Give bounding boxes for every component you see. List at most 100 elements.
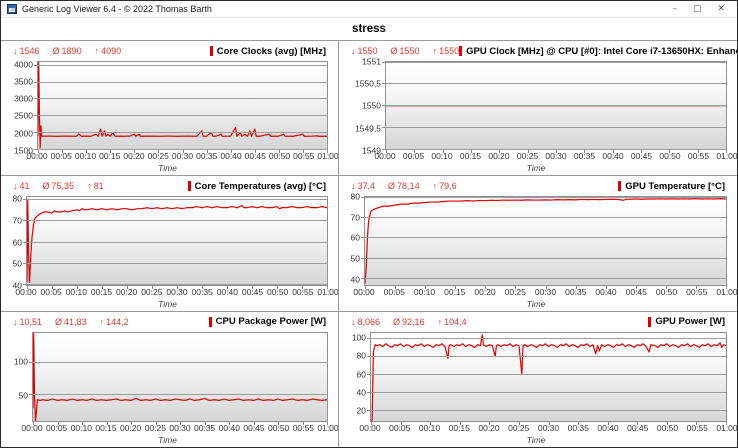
x-tick-mark (155, 420, 157, 425)
x-tick-mark (371, 420, 372, 425)
max-stat: ↑ 81 (87, 181, 104, 192)
x-tick-label: 00:25 (504, 286, 526, 297)
x-tick-label: 00:50 (659, 151, 681, 162)
x-tick-mark (726, 149, 727, 154)
x-tick-mark (327, 149, 328, 154)
gridline (386, 127, 726, 128)
title-bar[interactable]: Generic Log Viewer 6.4 - © 2022 Thomas B… (1, 1, 737, 18)
x-axis-title: Time (158, 434, 177, 445)
max-arrow-icon: ↑ (99, 316, 105, 327)
x-tick-mark (277, 284, 278, 289)
min-arrow-icon: ↓ (351, 46, 356, 56)
max-arrow-icon: ↑ (432, 181, 438, 192)
y-tick-mark (367, 355, 371, 357)
x-tick-mark (33, 420, 34, 425)
x-tick-label: 00:55 (686, 422, 708, 433)
x-tick-mark (127, 284, 128, 289)
y-tick-label: 2500 (14, 110, 33, 121)
series-line (27, 197, 327, 284)
minimize-button[interactable]: – (672, 4, 677, 14)
max-stat: ↑ 144,2 (99, 316, 129, 327)
close-button[interactable]: ✕ (717, 4, 725, 14)
window-controls: – □ ✕ (672, 4, 733, 14)
x-tick-label: 00:20 (474, 286, 496, 297)
y-axis-labels: 20 40 60 80 100 (345, 332, 370, 422)
x-tick-mark (442, 149, 444, 154)
x-tick-label: 00:55 (293, 151, 315, 162)
min-arrow-icon: ↓ (13, 316, 18, 327)
x-tick-mark (202, 284, 203, 289)
y-tick-label: 1500 (14, 145, 33, 156)
page-title: stress (352, 23, 386, 35)
stats-row: ↓ 10,51 Ø 41,83 ↑ 144,2 (13, 317, 129, 327)
gridline (371, 409, 726, 411)
x-tick-label: 00:05 (402, 151, 425, 162)
plot-area[interactable] (361, 196, 727, 289)
x-tick-label: 00:30 (171, 151, 194, 162)
x-tick-mark (556, 149, 557, 154)
y-tick-label: 80 (12, 193, 22, 204)
x-tick-label: 00:40 (602, 151, 624, 162)
y-axis-labels: 50 100 (7, 332, 32, 422)
panel-title-group: Core Temperatures (avg) [°C] (187, 181, 326, 192)
y-tick-mark (367, 391, 371, 393)
x-tick-mark (695, 284, 697, 289)
x-tick-label: 00:45 (244, 151, 266, 162)
min-arrow-icon: ↓ (13, 46, 18, 56)
x-axis-title: Time (526, 163, 546, 174)
gridline (38, 98, 327, 100)
x-tick-label: 00:55 (686, 286, 708, 297)
y-tick-label: 60 (12, 236, 22, 247)
y-tick-label: 2000 (14, 127, 33, 138)
maximize-button[interactable]: □ (692, 4, 702, 14)
x-tick-mark (62, 149, 64, 154)
y-tick-label: 60 (350, 232, 360, 243)
min-stat: ↓ 1550 (351, 46, 378, 56)
x-tick-mark (515, 284, 517, 289)
x-tick-label: 00:50 (267, 286, 289, 297)
x-tick-label: 00:00 (21, 422, 43, 433)
x-tick-mark (499, 149, 501, 154)
x-tick-label: 00:25 (516, 151, 539, 162)
plot-area[interactable] (382, 61, 727, 154)
x-tick-label: 00:30 (169, 422, 191, 433)
y-tick-mark (382, 127, 386, 128)
x-tick-label: 00:00 (374, 151, 396, 162)
x-tick-label: 00:35 (573, 151, 596, 162)
x-tick-mark (230, 149, 232, 154)
y-tick-label: 3500 (14, 76, 33, 87)
x-tick-label: 00:05 (46, 422, 68, 433)
series-line (38, 62, 327, 149)
y-tick-label: 70 (12, 215, 22, 226)
max-stat: ↑ 4090 (94, 46, 122, 56)
plot-area[interactable] (34, 61, 328, 154)
y-tick-mark (367, 409, 371, 411)
x-tick-label: 00:15 (95, 422, 117, 433)
x-tick-label: 00:10 (418, 422, 441, 433)
gridline (365, 196, 726, 198)
x-tick-label: 00:10 (65, 286, 87, 297)
plot-area[interactable] (367, 331, 727, 425)
x-tick-mark (726, 284, 727, 289)
panel-title: CPU Package Power [W] (215, 316, 326, 328)
x-tick-label: 01:00 (317, 422, 339, 433)
x-tick-label: 00:40 (216, 286, 238, 297)
x-tick-label: 00:20 (120, 422, 142, 433)
charts-grid: ↓ 1546 Ø 1890 ↑ 4090 Core Clocks (avg) [MHz… (1, 40, 737, 447)
plot-area[interactable] (23, 196, 328, 289)
avg-stat: Ø 1890 (52, 46, 82, 56)
max-arrow-icon: ↑ (437, 316, 443, 327)
x-tick-mark (82, 420, 83, 425)
y-tick-mark (34, 115, 38, 117)
y-tick-label: 50 (18, 389, 28, 400)
max-arrow-icon: ↑ (94, 46, 100, 56)
x-tick-label: 00:35 (196, 151, 218, 162)
x-tick-mark (204, 420, 206, 425)
x-tick-mark (302, 284, 303, 289)
plot-area[interactable] (29, 331, 328, 425)
gridline (365, 217, 726, 219)
x-tick-mark (635, 284, 637, 289)
stats-row: ↓ 1550 Ø 1550 ↑ 1550 (351, 46, 459, 56)
y-tick-mark (361, 196, 365, 198)
x-tick-label: 00:55 (292, 422, 314, 433)
